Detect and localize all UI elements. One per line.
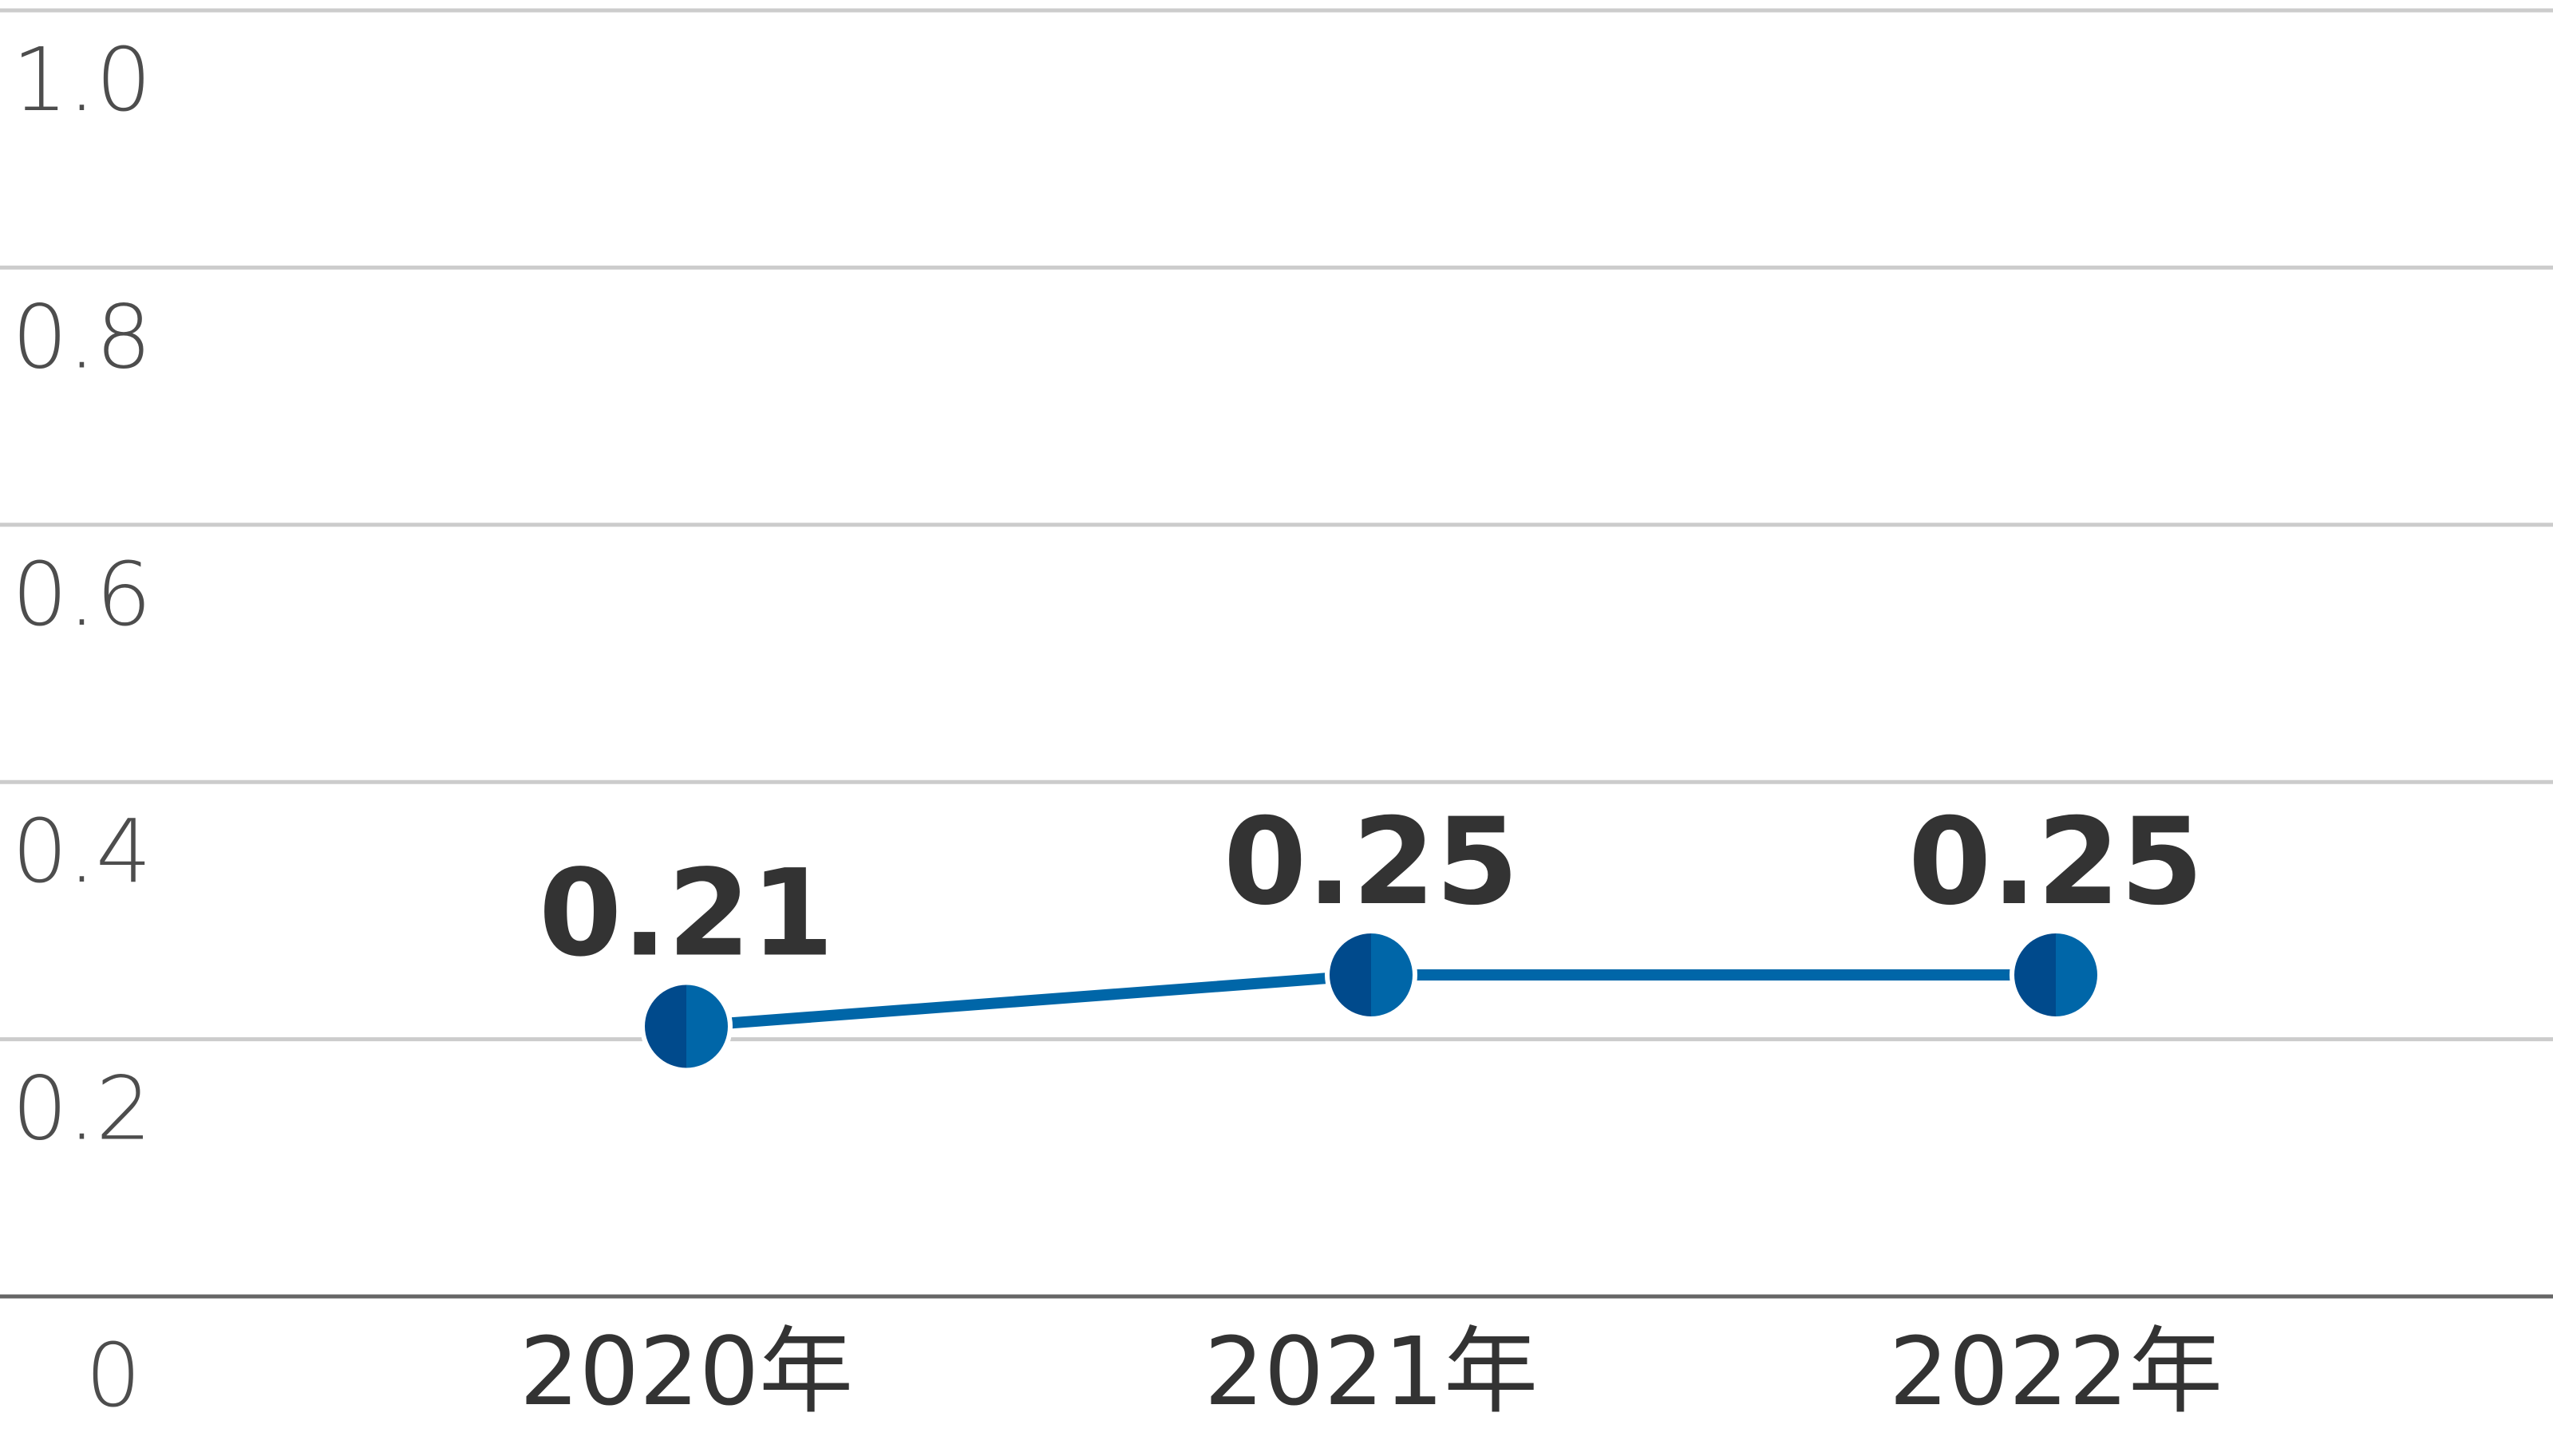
- marker-right-half: [1371, 933, 1413, 1016]
- data-label: 0.21: [539, 844, 834, 983]
- y-axis-ticks: 0 0.2 0.4 0.6 0.8 1.0: [12, 29, 152, 1426]
- y-tick-label: 0.6: [12, 543, 152, 645]
- grid-lines: [0, 8, 2553, 1299]
- marker-right-half: [2056, 933, 2097, 1016]
- y-tick-label: 0.8: [12, 286, 152, 388]
- marker-right-half: [686, 984, 728, 1068]
- y-tick-label: 1.0: [12, 29, 152, 131]
- data-point-marker: [2010, 929, 2102, 1021]
- x-axis-ticks: 2020年 2021年 2022年: [520, 1316, 2223, 1426]
- data-labels: 0.21 0.25 0.25: [539, 793, 2203, 983]
- data-point-marker: [1325, 929, 1417, 1021]
- x-tick-label: 2021年: [1204, 1316, 1538, 1426]
- y-tick-label: 0: [85, 1324, 141, 1426]
- marker-left-half: [1330, 933, 1371, 1016]
- marker-left-half: [2014, 933, 2056, 1016]
- y-tick-label: 0.4: [12, 800, 152, 902]
- data-label: 0.25: [1223, 793, 1519, 932]
- marker-left-half: [645, 984, 686, 1068]
- data-point-marker: [640, 980, 733, 1073]
- x-tick-label: 2022年: [1889, 1316, 2223, 1426]
- y-tick-label: 0.2: [12, 1058, 152, 1160]
- x-tick-label: 2020年: [520, 1316, 853, 1426]
- series-line-group: [640, 929, 2102, 1073]
- data-label: 0.25: [1908, 793, 2203, 932]
